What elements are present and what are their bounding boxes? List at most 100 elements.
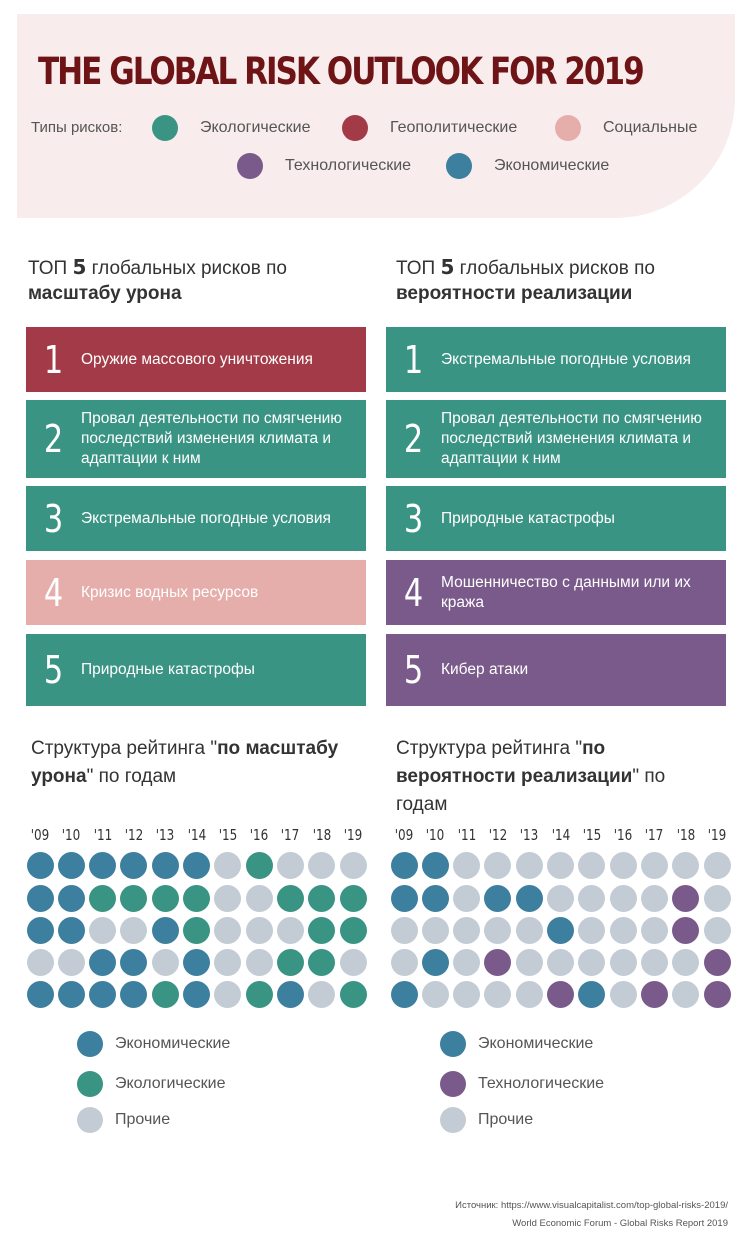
right-dot-2-11 xyxy=(703,885,731,912)
right-dot-1-4 xyxy=(484,852,512,879)
left-year-label: '16 xyxy=(249,826,269,844)
legend-geopolitical: Геополитические xyxy=(342,115,517,141)
right-dot-1-5 xyxy=(515,852,543,879)
right-year-label: '12 xyxy=(488,826,508,844)
left-dot-2-4 xyxy=(120,885,148,912)
left-dot-3-8 xyxy=(245,917,273,944)
left-dot-1-8 xyxy=(245,852,273,879)
left-rank-2: 2 Провал деятельности по смягчению послед… xyxy=(26,400,366,478)
left-rank-4: 4 Кризис водных ресурсов xyxy=(26,560,366,625)
legend-text: Технологические xyxy=(478,1075,605,1092)
right-dot-5-4 xyxy=(484,981,512,1008)
left-dot-3-9 xyxy=(276,917,304,944)
left-dot-2-5 xyxy=(151,885,179,912)
right-dot-2-8 xyxy=(609,885,637,912)
right-rank-2: 2 Провал деятельности по смягчению послед… xyxy=(386,400,726,478)
left-dot-3-7 xyxy=(214,917,242,944)
left-dot-1-1 xyxy=(26,852,54,879)
right-dot-4-10 xyxy=(672,949,700,976)
legend-dot-icon xyxy=(440,1031,466,1057)
right-dot-1-8 xyxy=(609,852,637,879)
left-dot-3-3 xyxy=(89,917,117,944)
left-dot-3-11 xyxy=(339,917,367,944)
left-dot-3-6 xyxy=(183,917,210,944)
left-dot-5-4 xyxy=(120,981,148,1008)
right-dot-1-1 xyxy=(390,852,418,879)
left-dot-5-8 xyxy=(245,981,273,1008)
right-dot-3-2 xyxy=(421,917,449,944)
right-dot-5-2 xyxy=(421,981,449,1008)
left-year-label: '13 xyxy=(155,826,175,844)
left-dot-5-2 xyxy=(57,981,85,1008)
legend-ecological: Экологические xyxy=(152,115,310,141)
right-dot-3-6 xyxy=(547,917,574,944)
left-dot-1-10 xyxy=(308,852,336,879)
right-dot-3-1 xyxy=(390,917,418,944)
right-dot-4-2 xyxy=(421,949,449,976)
right-legend-item-3: Прочие xyxy=(440,1107,533,1133)
right-year-label: '13 xyxy=(519,826,539,844)
right-rank-4: 4 Мошенничество с данными или их кража xyxy=(386,560,726,625)
right-dot-2-2 xyxy=(421,885,449,912)
right-dot-1-2 xyxy=(421,852,449,879)
right-year-label: '11 xyxy=(457,826,476,844)
left-dot-5-5 xyxy=(151,981,179,1008)
left-dot-2-6 xyxy=(183,885,210,912)
rank-text: Оружие массового уничтожения xyxy=(81,350,313,368)
right-dot-1-10 xyxy=(672,852,700,879)
legend-dot-icon xyxy=(77,1071,103,1097)
rank-number: 1 xyxy=(43,337,64,382)
right-dot-5-7 xyxy=(578,981,606,1008)
rank-number: 5 xyxy=(403,648,424,692)
right-dot-4-9 xyxy=(640,949,668,976)
right-dot-3-7 xyxy=(578,917,606,944)
left-year-label: '18 xyxy=(312,826,331,844)
left-year-label: '10 xyxy=(62,826,81,844)
left-dot-4-1 xyxy=(26,949,54,976)
left-dot-5-7 xyxy=(214,981,242,1008)
left-rank-1: 1 Оружие массового уничтожения xyxy=(26,327,366,392)
left-year-label: '19 xyxy=(343,826,363,844)
rank-text: Провал деятельности по смягчению последс… xyxy=(441,410,702,467)
right-dot-4-11 xyxy=(703,949,731,976)
left-dot-4-8 xyxy=(245,949,273,976)
right-year-label: '17 xyxy=(645,826,664,844)
right-dot-2-4 xyxy=(484,885,512,912)
right-year-label: '18 xyxy=(676,826,695,844)
left-dot-3-2 xyxy=(57,917,85,944)
legend-text: Прочие xyxy=(478,1111,534,1128)
technological-dot-icon xyxy=(237,153,263,179)
left-dot-5-6 xyxy=(183,981,210,1008)
right-dot-3-8 xyxy=(609,917,637,944)
right-dot-4-1 xyxy=(390,949,418,976)
source-url: Источник: https://www.visualcapitalist.c… xyxy=(455,1200,728,1211)
left-dot-1-3 xyxy=(89,852,117,879)
right-dot-4-4 xyxy=(484,949,512,976)
left-dot-4-10 xyxy=(308,949,336,976)
left-dot-1-11 xyxy=(339,852,367,879)
left-dot-2-3 xyxy=(89,885,117,912)
legend-technological: Технологические xyxy=(237,153,411,179)
rank-number: 4 xyxy=(43,570,64,615)
right-dot-1-11 xyxy=(703,852,731,879)
legend-text: Прочие xyxy=(115,1111,171,1128)
right-dot-1-7 xyxy=(578,852,606,879)
right-dot-5-8 xyxy=(609,981,637,1008)
rank-number: 3 xyxy=(403,496,424,541)
right-dot-2-5 xyxy=(515,885,543,912)
left-dot-1-4 xyxy=(120,852,148,879)
right-rank-5: 5 Кибер атаки xyxy=(386,634,726,706)
right-dot-4-7 xyxy=(578,949,606,976)
right-structure-heading: Структура рейтинга "по вероятности реали… xyxy=(396,738,666,815)
legend-text: Экономические xyxy=(115,1035,231,1052)
left-dot-4-2 xyxy=(57,949,85,976)
left-dot-3-4 xyxy=(120,917,148,944)
left-dot-4-4 xyxy=(120,949,148,976)
legend-dot-icon xyxy=(440,1107,466,1133)
left-year-label: '14 xyxy=(187,826,206,844)
geopolitical-dot-icon xyxy=(342,115,368,141)
left-year-label: '17 xyxy=(281,826,300,844)
right-rank-3: 3 Природные катастрофы xyxy=(386,486,726,551)
right-dot-1-9 xyxy=(640,852,668,879)
header-banner xyxy=(17,14,735,218)
